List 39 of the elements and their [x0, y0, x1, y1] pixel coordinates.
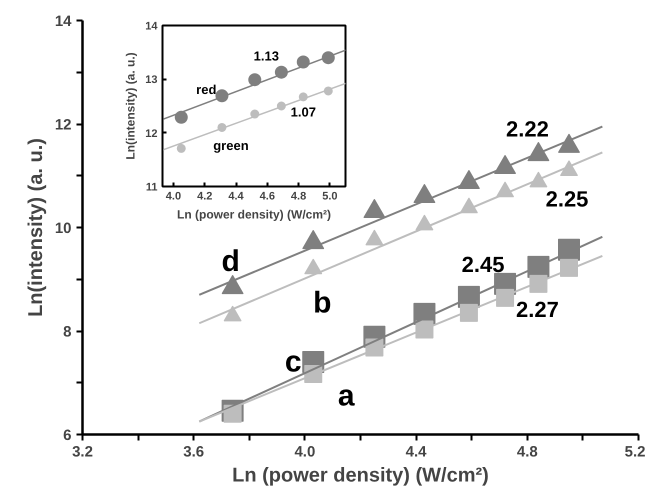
x-tick-label: 5.2 — [624, 444, 645, 460]
annotation: 2.22 — [506, 116, 549, 142]
y-tick-label: 8 — [63, 324, 72, 340]
y-tick-label: 14 — [145, 20, 158, 32]
y-tick-label: 11 — [146, 182, 158, 194]
x-tick-label: 4.2 — [197, 190, 212, 202]
annotation: 2.25 — [546, 186, 588, 212]
x-axis-title: Ln (power density) (W/cm²) — [232, 464, 489, 486]
annotation: 2.45 — [462, 252, 504, 277]
x-axis-title: Ln (power density) (W/cm²) — [177, 208, 331, 222]
point — [248, 73, 262, 86]
y-tick-label: 6 — [63, 427, 72, 444]
annotation: red — [196, 82, 216, 97]
y-tick-label: 12 — [145, 128, 158, 140]
annotation: 1.13 — [254, 48, 279, 64]
y-axis-title: Ln(intensity) (a. u.) — [24, 138, 47, 317]
x-tick-label: 4.4 — [228, 190, 245, 202]
x-tick-label: 4.8 — [290, 190, 306, 202]
x-tick-label: 4.4 — [406, 444, 428, 460]
y-tick-label: 14 — [54, 13, 72, 30]
x-tick-label: 4.8 — [516, 444, 538, 460]
y-axis-title: Ln(intensity) (a. u.) — [123, 52, 138, 160]
annotation: d — [221, 245, 240, 278]
x-tick-label: 5.0 — [322, 190, 338, 202]
x-tick-label: 3.6 — [183, 444, 204, 460]
annotation: 1.07 — [290, 104, 316, 120]
annotation: green — [213, 138, 249, 153]
x-tick-label: 4.6 — [260, 190, 275, 202]
annotation: c — [284, 346, 302, 379]
y-tick-label: 13 — [145, 74, 158, 86]
annotation: a — [338, 379, 355, 412]
x-tick-label: 4.0 — [166, 190, 182, 202]
point — [176, 144, 186, 153]
annotation: 2.27 — [516, 296, 559, 322]
x-tick-label: 4.0 — [294, 444, 316, 460]
y-tick-label: 12 — [54, 116, 72, 134]
y-tick-label: 10 — [54, 220, 72, 237]
annotation: b — [313, 286, 332, 320]
x-tick-label: 3.2 — [72, 444, 93, 460]
